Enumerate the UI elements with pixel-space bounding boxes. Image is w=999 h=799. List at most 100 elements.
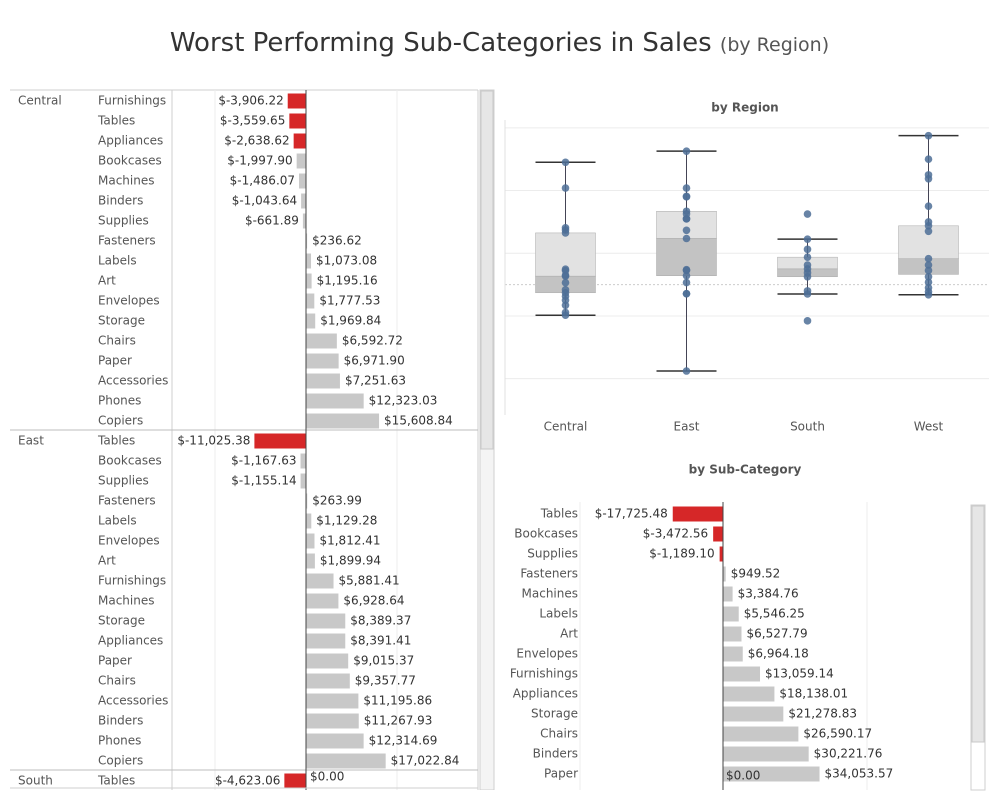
bar[interactable] (723, 626, 742, 642)
sub-category-label: Envelopes (98, 294, 160, 308)
data-point[interactable] (803, 245, 812, 254)
bar[interactable] (306, 253, 312, 269)
value-label: $13,059.14 (765, 667, 834, 681)
data-point[interactable] (561, 285, 570, 294)
bar[interactable] (289, 113, 306, 129)
bar[interactable] (306, 553, 315, 569)
data-point[interactable] (924, 266, 933, 275)
bar[interactable] (299, 173, 306, 189)
data-point[interactable] (561, 308, 570, 317)
bar[interactable] (287, 93, 306, 109)
bar[interactable] (300, 453, 306, 469)
value-label: $9,015.37 (353, 654, 414, 668)
bar[interactable] (672, 506, 723, 522)
data-point[interactable] (924, 202, 933, 211)
bar[interactable] (300, 473, 306, 489)
bar[interactable] (723, 726, 799, 742)
data-point[interactable] (924, 218, 933, 226)
bar[interactable] (306, 733, 364, 749)
value-label: $-3,472.56 (643, 527, 708, 541)
bar[interactable] (723, 586, 733, 602)
data-point[interactable] (924, 254, 933, 263)
bar[interactable] (723, 566, 726, 582)
data-point[interactable] (561, 184, 570, 192)
bar[interactable] (306, 273, 312, 289)
bar[interactable] (306, 673, 350, 689)
value-label: $21,278.83 (788, 707, 857, 721)
bar[interactable] (306, 233, 308, 249)
data-point[interactable] (803, 235, 812, 243)
data-point[interactable] (803, 287, 812, 295)
value-label: $5,881.41 (339, 574, 400, 588)
bar[interactable] (306, 373, 340, 389)
bar[interactable] (306, 573, 334, 589)
zero-label: $0.00 (310, 770, 344, 784)
bar[interactable] (723, 666, 761, 682)
data-point[interactable] (561, 223, 570, 232)
data-point[interactable] (682, 226, 691, 235)
bar[interactable] (723, 706, 784, 722)
sub-category-label: Furnishings (98, 94, 166, 108)
data-point[interactable] (924, 131, 933, 140)
data-point[interactable] (682, 265, 691, 274)
bar[interactable] (306, 633, 346, 649)
data-point[interactable] (682, 147, 691, 155)
data-point[interactable] (682, 367, 691, 375)
data-point[interactable] (924, 227, 933, 236)
value-label: $15,608.84 (384, 414, 453, 428)
bar[interactable] (301, 193, 306, 209)
data-point[interactable] (682, 271, 691, 280)
bar[interactable] (723, 686, 775, 702)
scrollbar-thumb[interactable] (971, 505, 985, 743)
bar[interactable] (254, 433, 306, 449)
data-point[interactable] (924, 155, 933, 163)
bar[interactable] (306, 333, 337, 349)
bar[interactable] (306, 613, 346, 629)
data-point[interactable] (561, 265, 570, 273)
bar[interactable] (306, 713, 359, 729)
data-point[interactable] (924, 272, 933, 281)
data-point[interactable] (924, 278, 933, 287)
bar[interactable] (719, 546, 723, 562)
bar[interactable] (306, 353, 339, 369)
data-point[interactable] (924, 171, 933, 179)
data-point[interactable] (682, 289, 691, 298)
data-point[interactable] (682, 184, 691, 192)
bar[interactable] (306, 413, 380, 429)
data-point[interactable] (803, 317, 812, 325)
bar[interactable] (284, 773, 306, 789)
sub-category-label: Copiers (98, 414, 143, 428)
bar[interactable] (306, 753, 386, 769)
bar[interactable] (306, 513, 312, 529)
data-point[interactable] (682, 192, 691, 201)
bar[interactable] (306, 653, 349, 669)
bar[interactable] (713, 526, 723, 542)
data-point[interactable] (561, 158, 570, 167)
bar[interactable] (296, 153, 306, 169)
sub-category-label: Storage (531, 707, 578, 721)
data-point[interactable] (682, 234, 691, 243)
bar[interactable] (306, 493, 308, 509)
data-point[interactable] (682, 207, 691, 216)
bar[interactable] (723, 646, 743, 662)
bar[interactable] (306, 593, 339, 609)
bar[interactable] (723, 766, 820, 782)
data-point[interactable] (803, 210, 812, 218)
bar[interactable] (306, 693, 359, 709)
bar[interactable] (293, 133, 306, 149)
bar[interactable] (302, 213, 306, 229)
bar[interactable] (306, 293, 315, 309)
data-point[interactable] (924, 283, 933, 292)
data-point[interactable] (682, 278, 691, 287)
value-label: $12,314.69 (369, 734, 438, 748)
scrollbar-thumb[interactable] (480, 90, 494, 450)
data-point[interactable] (803, 253, 812, 261)
bar[interactable] (723, 746, 809, 762)
bar[interactable] (306, 393, 364, 409)
bar[interactable] (723, 606, 739, 622)
data-point[interactable] (803, 261, 812, 269)
bar[interactable] (306, 313, 316, 329)
data-point[interactable] (561, 278, 570, 287)
data-point[interactable] (924, 261, 933, 269)
bar[interactable] (306, 533, 315, 549)
